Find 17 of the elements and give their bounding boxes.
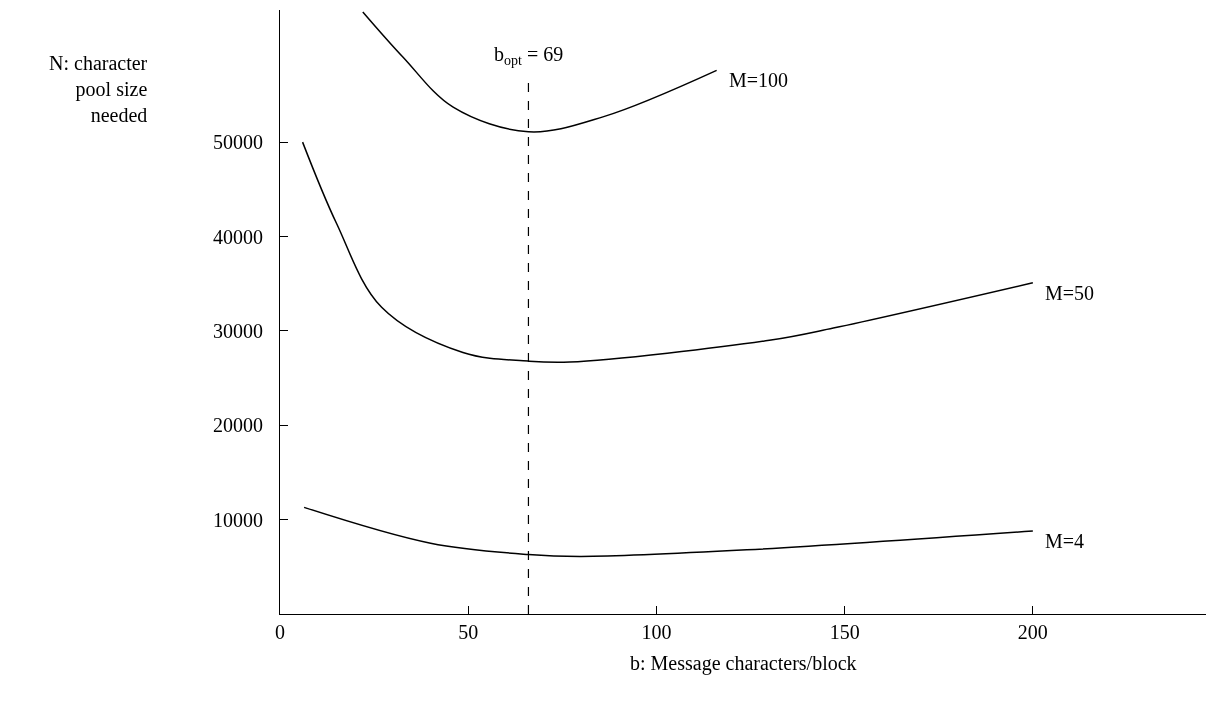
y-tick-label: 10000 [212,508,263,531]
x-tick-label: 50 [458,621,479,644]
y-tick-label: 50000 [212,131,263,154]
line-series [362,11,718,133]
series-label: M=100 [729,69,789,91]
series-label: M=4 [1045,530,1085,552]
annotation: b$_{opt}$ = 69 [494,43,564,69]
x-axis-title: b: Message characters/block [630,652,857,675]
y-tick-label: 30000 [212,319,263,342]
x-tick-label: 100 [641,621,672,644]
series-label: M=50 [1045,282,1095,304]
y-tick-label: 40000 [212,225,263,248]
y-axis-title: N: character pool size needed [49,52,148,126]
x-tick-label: 200 [1017,621,1048,644]
x-tick-label: 0 [275,621,285,644]
x-tick-label: 150 [829,621,860,644]
y-tick-label: 20000 [212,414,263,437]
